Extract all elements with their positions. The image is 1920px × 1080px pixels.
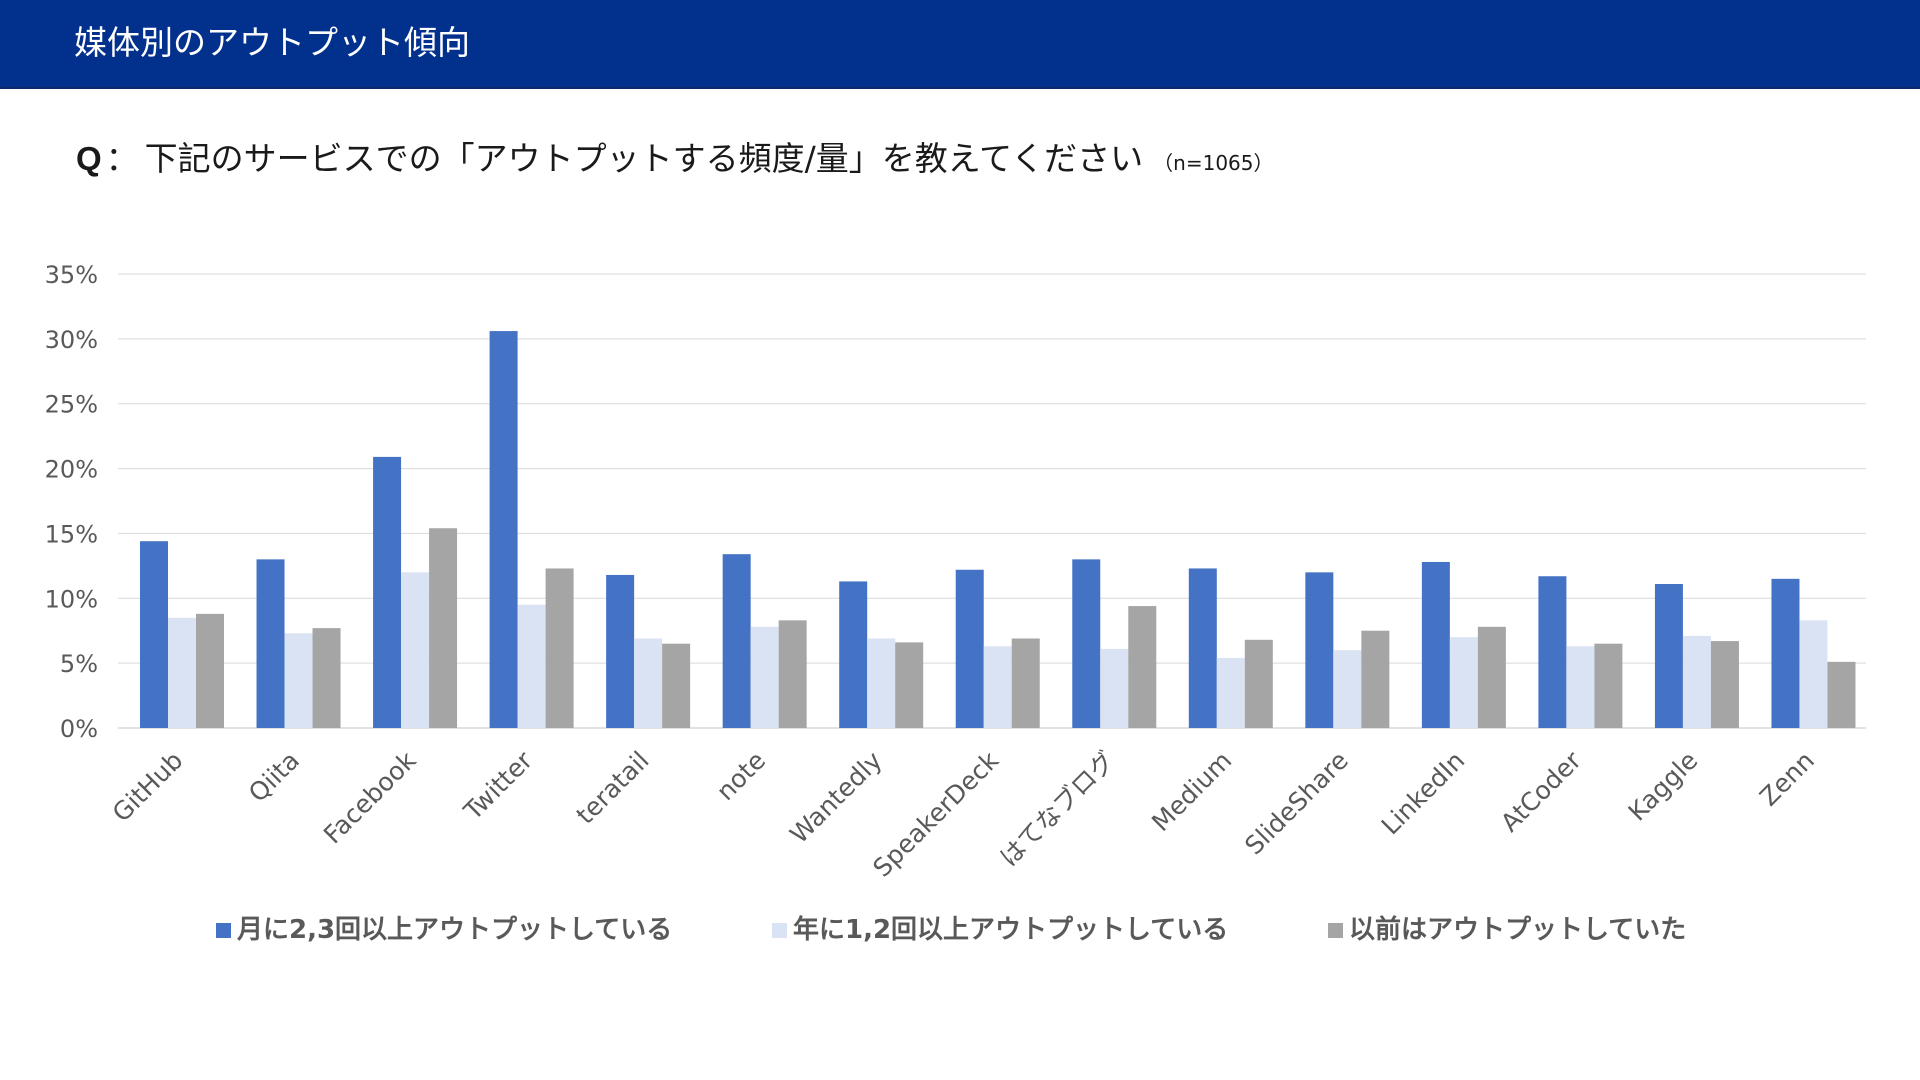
bar [140,541,168,728]
bar [517,604,546,728]
bar [1421,561,1450,728]
question-text: Q：下記のサービスでの「アウトプットする頻度/量」を教えてください （n=1065… [76,134,1274,188]
x-tick-label: LinkedIn [1376,746,1471,841]
bar [1011,638,1040,728]
sample-size: （n=1065） [1153,151,1274,175]
bar [1771,578,1800,728]
x-tick-label: SpeakerDeck [867,745,1004,882]
x-tick-label: Kaggle [1623,746,1704,827]
bar [1188,568,1217,728]
x-tick-label: AtCoder [1495,745,1587,837]
bar [489,331,518,728]
question-prefix: Q [76,140,102,177]
header-banner: 媒体別のアウトプット傾向 [0,0,1920,89]
x-tick-label: Zenn [1754,746,1820,812]
bar [722,554,751,728]
bar [955,569,984,728]
legend-label: 月に2,3回以上アウトプットしている [237,915,673,945]
legend-item: 以前はアウトプットしていた [1328,908,1686,952]
bar [778,620,807,728]
bar [1566,646,1595,728]
bar [168,617,196,728]
y-tick-label: 0% [60,715,98,743]
bar [545,568,574,728]
bar [401,572,430,728]
bar [895,642,924,728]
bar [634,638,663,728]
bar [1333,650,1362,728]
bar [1072,559,1101,728]
bar [1682,635,1711,728]
page-title: 媒体別のアウトプット傾向 [74,23,470,62]
bar [312,628,341,728]
bar [1538,576,1567,728]
question-colon: ： [105,139,139,178]
x-tick-label: Twitter [458,745,539,826]
bar [373,456,402,728]
legend-swatch [772,922,787,938]
bar [284,633,313,728]
y-tick-label: 15% [45,520,98,548]
bar [1654,584,1683,728]
bar [1449,637,1478,728]
legend-label: 以前はアウトプットしていた [1349,915,1687,945]
bar [429,528,458,728]
bar [1710,641,1739,728]
x-tick-label: Facebook [318,745,422,849]
bar [750,626,779,728]
bar [867,638,896,728]
x-tick-label: note [711,746,771,806]
x-tick-label: Wantedly [784,746,887,849]
y-tick-label: 35% [45,261,98,289]
x-tick-label: Qiita [243,746,305,808]
bar [839,581,868,728]
bar [983,646,1012,728]
legend-swatch [1328,922,1343,938]
x-tick-label: GitHub [107,746,189,828]
bar [196,613,224,728]
x-tick-label: teratail [571,746,655,830]
bar [1827,661,1856,728]
bar [1594,643,1623,728]
y-tick-label: 5% [60,650,98,678]
bar [662,643,691,728]
y-tick-label: 20% [45,456,98,484]
chart-legend: 月に2,3回以上アウトプットしている 年に1,2回以上アウトプットしている 以前はア… [0,908,1920,952]
bar [1100,648,1129,728]
bar [256,559,285,728]
x-tick-label: はてなブログ [994,746,1121,873]
bar [1305,572,1334,728]
y-tick-label: 10% [45,585,98,613]
question-body: 下記のサービスでの「アウトプットする頻度/量」を教えてください [144,139,1144,178]
legend-item: 年に1,2回以上アウトプットしている [772,908,1228,952]
bar [1244,639,1273,728]
legend-item: 月に2,3回以上アウトプットしている [216,908,672,952]
bar [1799,620,1828,728]
bar [606,574,635,728]
x-tick-label: SlideShare [1239,746,1354,861]
legend-swatch [216,922,231,938]
bar [1128,606,1157,728]
legend-label: 年に1,2回以上アウトプットしている [793,915,1229,945]
bar [1216,657,1245,728]
x-tick-label: Medium [1146,746,1237,837]
y-tick-label: 30% [45,326,98,354]
y-tick-label: 25% [45,391,98,419]
bar [1477,626,1506,728]
bar [1361,630,1390,728]
